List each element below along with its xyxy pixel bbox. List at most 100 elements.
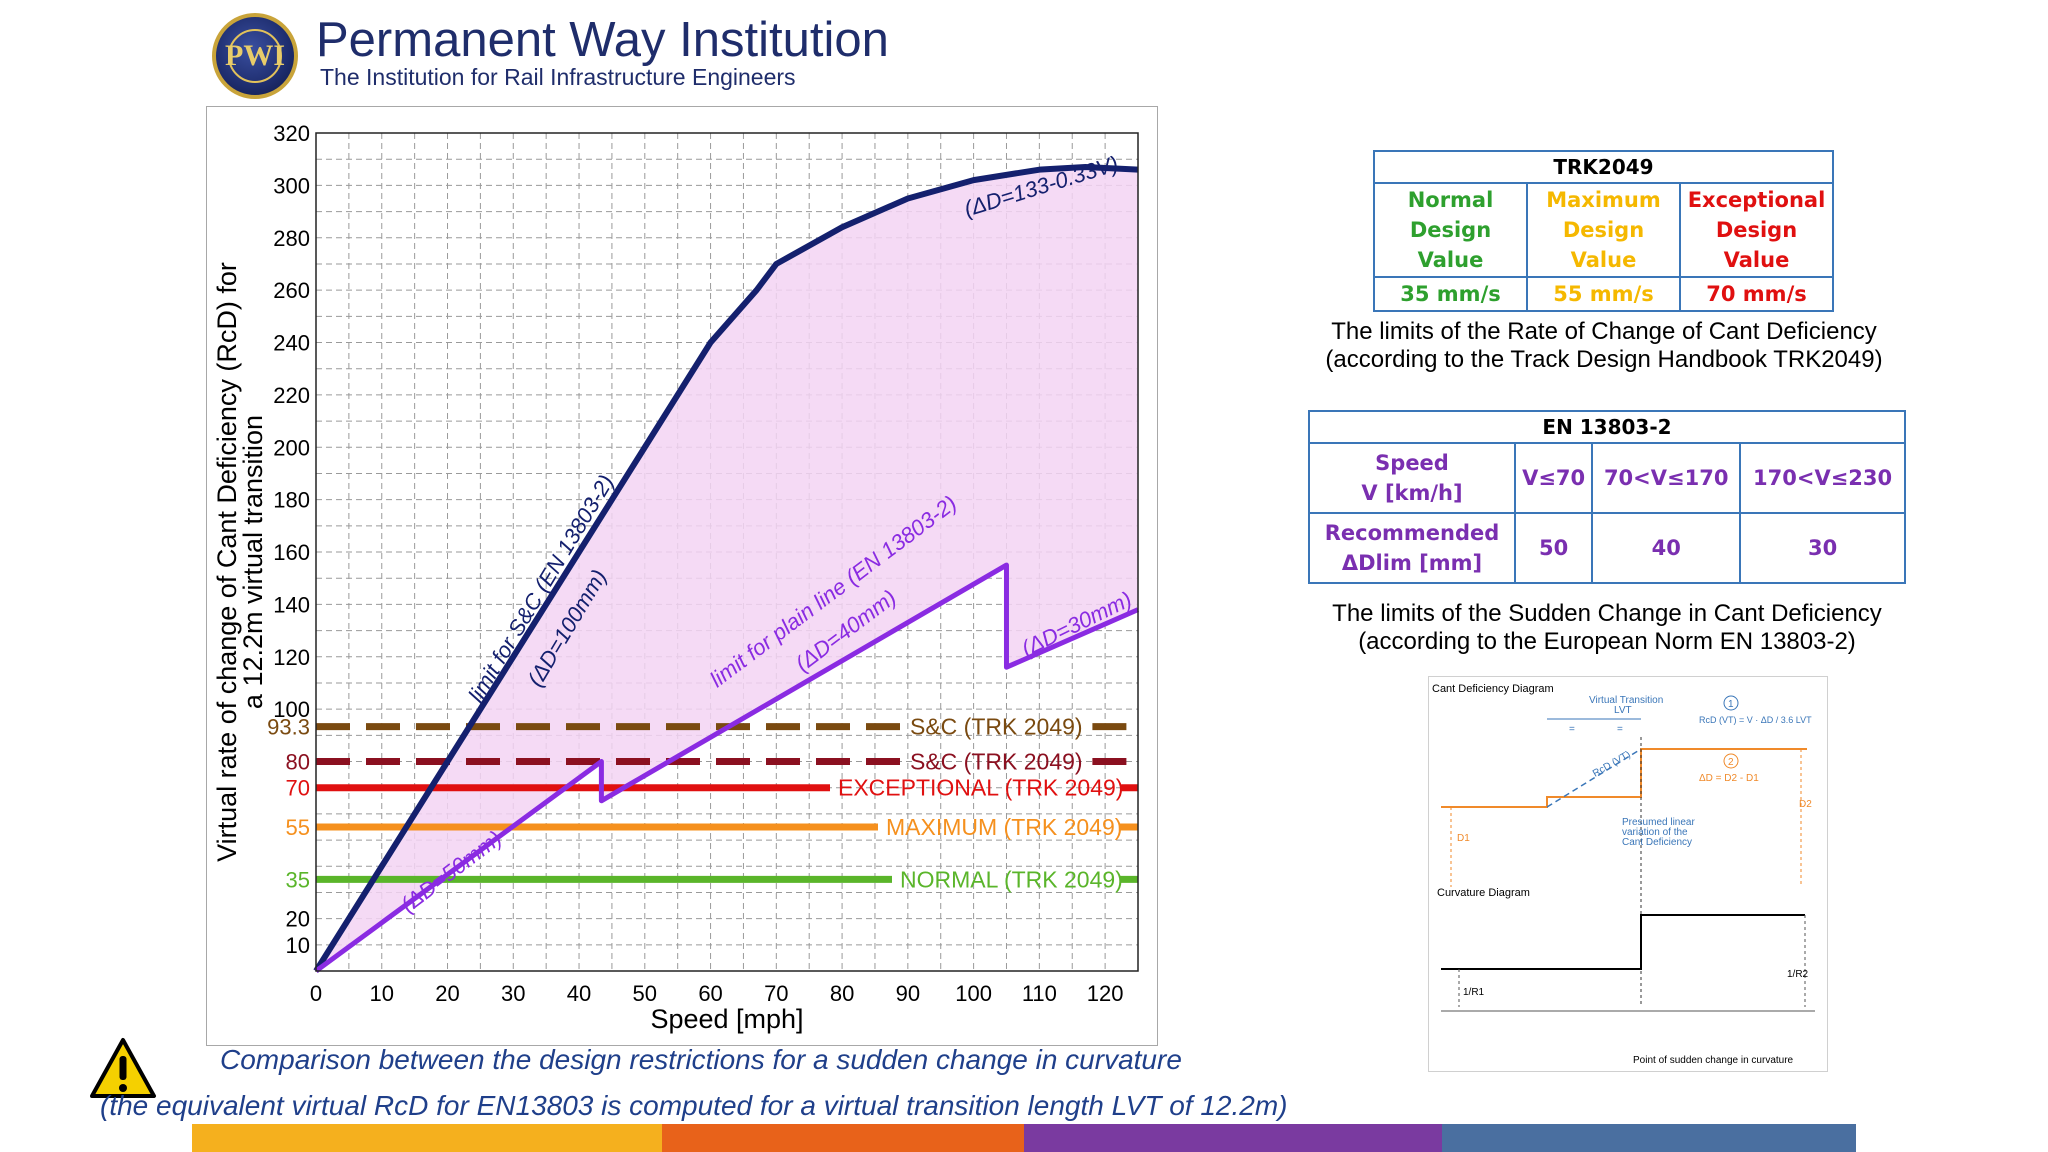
trk-caption-line2: (according to the Track Design Handbook …	[1325, 346, 1883, 373]
diagram-cant-step	[1441, 748, 1807, 808]
y-tick-35: 35	[286, 867, 310, 892]
diagram-presumed-2: variation of the	[1622, 827, 1688, 838]
trk-header-0-line-0: Normal	[1407, 188, 1494, 212]
trk-caption-line1: The limits of the Rate of Change of Cant…	[1331, 318, 1877, 345]
en-speed-0: V≤70	[1513, 442, 1594, 514]
en-speed-label-line1: Speed	[1375, 451, 1449, 475]
footer-stripe-3	[1024, 1124, 1442, 1152]
y-tick-220: 220	[273, 383, 310, 408]
x-tick-90: 90	[896, 981, 920, 1006]
en-speed-row: Speed V [km/h] V≤70 70<V≤170 170<V≤230	[1308, 442, 1906, 514]
y-tick-70: 70	[286, 776, 310, 801]
limit-label-3: MAXIMUM (TRK 2049)	[886, 814, 1122, 840]
y-tick-80: 80	[286, 750, 310, 775]
x-tick-0: 0	[310, 981, 322, 1006]
y-tick-93.3: 93.3	[267, 715, 310, 740]
diagram-point-label: Point of sudden change in curvature	[1633, 1055, 1794, 1066]
trk-value-row: 35 mm/s 55 mm/s 70 mm/s	[1373, 276, 1834, 312]
x-tick-60: 60	[698, 981, 722, 1006]
org-subtitle: The Institution for Rail Infrastructure …	[320, 64, 796, 90]
y-tick-200: 200	[273, 435, 310, 460]
trk-header-1-line-1: Design	[1562, 218, 1645, 242]
x-tick-10: 10	[370, 981, 394, 1006]
org-title: Permanent Way Institution	[316, 13, 889, 67]
chart-series	[313, 164, 1140, 974]
diagram-r1: 1/R1	[1463, 987, 1485, 998]
diagram-linear-variation	[1546, 748, 1642, 808]
trk-header-1-line-0: Maximum	[1546, 188, 1661, 212]
en-delta-label-line2: ΔDlim [mm]	[1341, 551, 1483, 575]
trk-header-row: Normal Design Value Maximum Design Value Excep…	[1373, 182, 1834, 278]
x-tick-120: 120	[1087, 981, 1124, 1006]
diagram-r2: 1/R2	[1787, 969, 1809, 980]
x-tick-30: 30	[501, 981, 525, 1006]
series-plain-limit	[314, 562, 1140, 974]
footer-caption-line2: (the equivalent virtual RcD for EN13803 …	[100, 1090, 1288, 1121]
en-speed-label: Speed V [km/h]	[1308, 442, 1516, 514]
diagram-circle-2	[1723, 753, 1739, 769]
y-axis-label-line1: Virtual rate of change of Cant Deficienc…	[212, 262, 242, 862]
trk-header-2-line-0: Exceptional	[1687, 188, 1826, 212]
plot-border	[315, 132, 1139, 972]
trk-header-2: Exceptional Design Value	[1679, 182, 1834, 278]
y-tick-320: 320	[273, 121, 310, 146]
trk-header-1-line-2: Value	[1570, 248, 1637, 272]
trk-header-2-line-2: Value	[1723, 248, 1790, 272]
y-tick-100: 100	[273, 697, 310, 722]
x-tick-20: 20	[435, 981, 459, 1006]
en-delta-row: Recommended ΔDlim [mm] 50 40 30	[1308, 512, 1906, 584]
axis-ticks: 0 10 20 30 40 50 60 70 80 90 100 110 120102035557080…	[267, 121, 1123, 1006]
y-tick-20: 20	[286, 907, 310, 932]
limit-lines: S&C (TRK 2049)S&C (TRK 2049)EXCEPTIONAL …	[316, 714, 1138, 892]
en-delta-label: Recommended ΔDlim [mm]	[1308, 512, 1516, 584]
warning-icon	[90, 1038, 156, 1098]
en-delta-2: 30	[1739, 512, 1906, 584]
y-tick-10: 10	[286, 933, 310, 958]
trk-table-title: TRK2049	[1373, 150, 1834, 184]
en-speed-2: 170<V≤230	[1739, 442, 1906, 514]
diagram-title-cant: Cant Deficiency Diagram	[1432, 683, 1554, 695]
en-caption: The limits of the Sudden Change in Cant …	[1307, 600, 1907, 656]
en-delta-0: 50	[1513, 512, 1594, 584]
en-delta-1: 40	[1591, 512, 1742, 584]
y-axis-label-line2: a 12.2m virtual transition	[238, 415, 268, 709]
y-tick-180: 180	[273, 488, 310, 513]
diagram-title-curvature: Curvature Diagram	[1437, 887, 1530, 899]
y-tick-55: 55	[286, 815, 310, 840]
diagram-d1: D1	[1457, 833, 1470, 844]
trk-value-0: 35 mm/s	[1373, 276, 1528, 312]
trk-value-2: 70 mm/s	[1679, 276, 1834, 312]
diagram-circle-1-num: 1	[1728, 699, 1734, 710]
chart-fills	[316, 167, 1138, 971]
x-tick-70: 70	[764, 981, 788, 1006]
diagram-presumed-3: Cant Deficiency	[1622, 837, 1692, 848]
limit-label-1: S&C (TRK 2049)	[910, 749, 1083, 775]
en-caption-line2: (according to the European Norm EN 13803…	[1358, 628, 1856, 655]
diagram-circle-1	[1723, 695, 1739, 711]
footer-stripe-4	[1442, 1124, 1856, 1152]
x-tick-100: 100	[955, 981, 992, 1006]
x-tick-80: 80	[830, 981, 854, 1006]
limit-label-2: EXCEPTIONAL (TRK 2049)	[838, 775, 1123, 801]
x-tick-50: 50	[633, 981, 657, 1006]
y-tick-300: 300	[273, 173, 310, 198]
diagram-curvature-step	[1441, 914, 1805, 970]
trk2049-table: TRK2049 Normal Design Value Maximum Design Va…	[1373, 150, 1834, 312]
diagram-presumed-1: Presumed linear	[1622, 817, 1695, 828]
pwi-logo: PWI	[212, 13, 298, 99]
y-tick-160: 160	[273, 540, 310, 565]
en13803-table: EN 13803-2 Speed V [km/h] V≤70 70<V≤170 17…	[1308, 410, 1906, 584]
limit-label-0: S&C (TRK 2049)	[910, 714, 1083, 740]
diagram-rcd-vt: RcD (VT)	[1591, 749, 1633, 779]
diagram-eq-1: =	[1569, 724, 1575, 735]
diagram-delta-formula: ΔD = D2 - D1	[1699, 773, 1759, 784]
trk-header-2-line-1: Design	[1715, 218, 1798, 242]
y-tick-120: 120	[273, 645, 310, 670]
y-tick-240: 240	[273, 331, 310, 356]
diagram-eq-2: =	[1617, 724, 1623, 735]
trk-caption: The limits of the Rate of Change of Cant…	[1304, 318, 1904, 374]
footer-stripe-1	[192, 1124, 662, 1152]
shaded-region	[316, 167, 1138, 971]
cant-diagram-svg: Cant Deficiency Diagram Virtual Transiti…	[1432, 683, 1815, 1066]
